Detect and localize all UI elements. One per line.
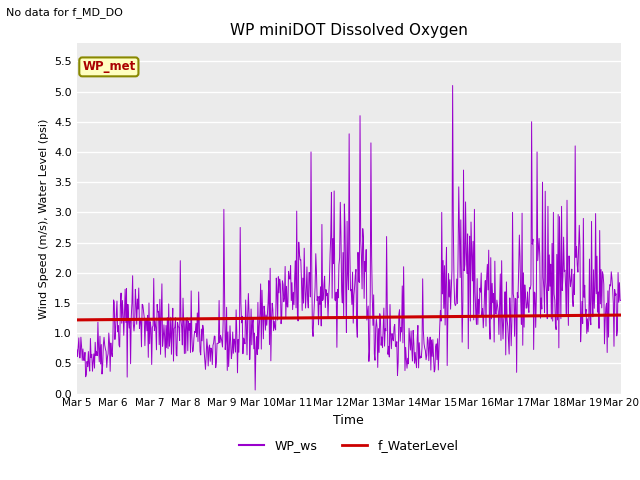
Title: WP miniDOT Dissolved Oxygen: WP miniDOT Dissolved Oxygen xyxy=(230,23,468,38)
Text: WP_met: WP_met xyxy=(83,60,136,73)
Y-axis label: Wind Speed (m/s), Water Level (psi): Wind Speed (m/s), Water Level (psi) xyxy=(38,118,49,319)
Legend: WP_ws, f_WaterLevel: WP_ws, f_WaterLevel xyxy=(234,434,463,457)
Text: No data for f_MD_DO: No data for f_MD_DO xyxy=(6,7,124,18)
X-axis label: Time: Time xyxy=(333,414,364,427)
